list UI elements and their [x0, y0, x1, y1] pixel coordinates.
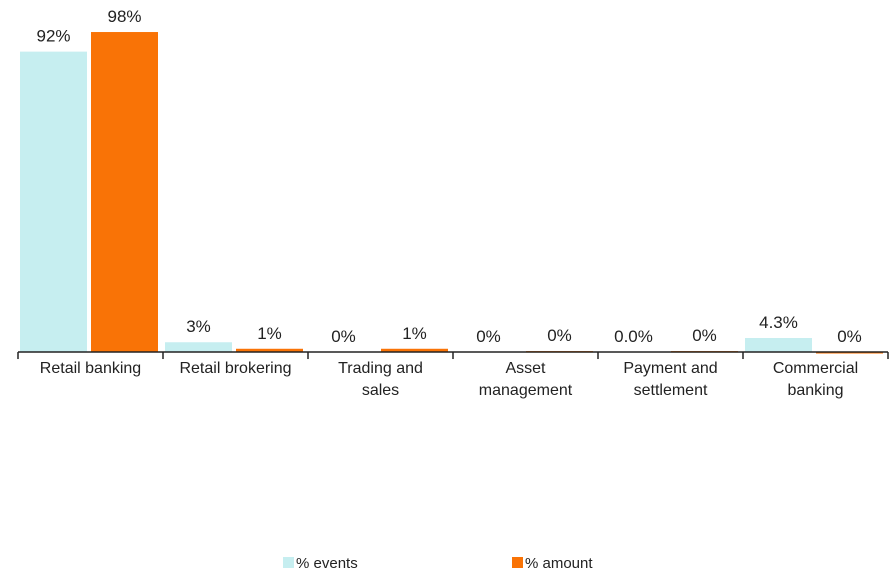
x-tick-text: Commercial banking — [772, 360, 859, 399]
x-tick-label: Retail brokering — [163, 358, 308, 380]
x-tick-text: Retail brokering — [179, 360, 292, 377]
x-tick-text: Asset management — [478, 360, 573, 399]
legend-label: % amount — [525, 555, 593, 572]
legend-swatch — [512, 557, 523, 568]
value-label: 0% — [476, 327, 501, 346]
x-tick-text: Trading and sales — [338, 360, 423, 399]
legend-swatch — [283, 557, 294, 568]
bar — [745, 337, 812, 353]
value-label: 3% — [186, 317, 211, 336]
bar — [165, 342, 232, 353]
value-label: 4.3% — [759, 313, 798, 332]
value-label: 1% — [257, 324, 282, 343]
value-label: 0.0% — [614, 327, 653, 346]
value-label: 98% — [107, 7, 141, 26]
value-label: 0% — [837, 327, 862, 346]
value-label: 0% — [331, 327, 356, 346]
value-label: 92% — [36, 27, 70, 46]
bar — [91, 32, 158, 353]
x-tick-label: Trading and sales — [308, 358, 453, 402]
x-tick-text: Retail banking — [39, 360, 142, 377]
x-tick-label: Commercial banking — [743, 358, 888, 402]
x-tick-label: Retail banking — [18, 358, 163, 380]
value-label: 0% — [692, 326, 717, 345]
x-tick-text: Payment and settlement — [623, 360, 718, 399]
bar — [20, 51, 87, 353]
value-label: 0% — [547, 326, 572, 345]
legend-label: % events — [296, 555, 358, 572]
bar — [381, 348, 448, 353]
x-tick-label: Payment and settlement — [598, 358, 743, 402]
value-label: 1% — [402, 324, 427, 343]
bar — [236, 348, 303, 353]
x-tick-label: Asset management — [453, 358, 598, 402]
